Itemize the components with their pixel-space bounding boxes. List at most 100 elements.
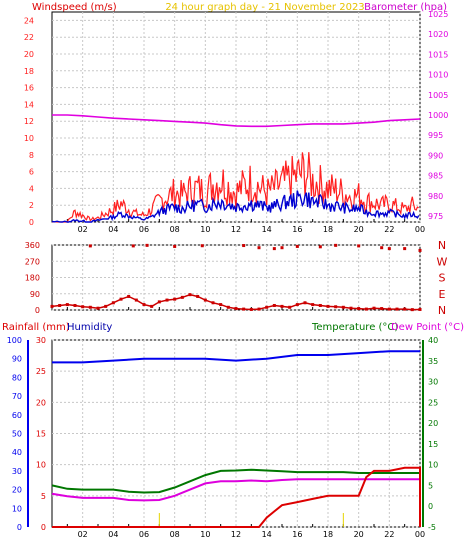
direction-point	[200, 244, 204, 248]
temperature-tick-label: 20	[428, 419, 438, 428]
rainfall-tick-label: 0	[41, 523, 46, 532]
barometer-tick-label: 980	[428, 192, 443, 201]
windspeed-tick-label: 24	[24, 16, 34, 25]
temperature-tick-label: 35	[428, 357, 438, 366]
humidity-axis-title: Humidity	[67, 322, 112, 333]
temperature-tick-label: 25	[428, 398, 438, 407]
barometer-tick-label: 1010	[428, 71, 448, 80]
climate-panel-x-tick-label: 00	[415, 530, 425, 539]
wind-panel-x-tick-label: 18	[323, 225, 333, 234]
direction-point	[280, 246, 284, 250]
direction-point	[295, 244, 299, 248]
temperature-tick-label: 15	[428, 440, 438, 449]
windspeed-tick-label: 2	[29, 201, 34, 210]
wind-gust-series	[51, 152, 419, 223]
wind-panel-x-tick-label: 06	[139, 225, 149, 234]
direction-point	[357, 244, 361, 248]
direction-trace	[51, 293, 421, 311]
direction-point	[387, 247, 391, 251]
direction-point	[242, 244, 246, 248]
wind-panel-x-tick-label: 08	[170, 225, 180, 234]
windspeed-tick-label: 4	[29, 184, 34, 193]
temperature-tick-label: 40	[428, 336, 438, 345]
direction-point	[334, 243, 338, 247]
compass-label: N	[438, 304, 446, 317]
humidity-tick-label: 40	[12, 448, 22, 457]
climate-panel-x-tick-label: 20	[354, 530, 364, 539]
barometer-tick-label: 1015	[428, 50, 448, 59]
climate-panel-x-tick-label: 22	[384, 530, 394, 539]
direction-point	[131, 244, 135, 248]
barometer-tick-label: 995	[428, 131, 443, 140]
temperature-series	[51, 468, 420, 494]
windspeed-tick-label: 12	[24, 117, 34, 126]
rainfall-tick-label: 30	[36, 336, 46, 345]
humidity-tick-label: 80	[12, 373, 22, 382]
rainfall-tick-label: 15	[36, 430, 46, 439]
direction-tick-label: 360	[25, 241, 40, 250]
windspeed-tick-label: 22	[24, 33, 34, 42]
barometer-series	[52, 114, 421, 128]
rainfall-tick-label: 25	[36, 367, 46, 376]
direction-point	[380, 246, 384, 250]
direction-point	[403, 247, 407, 251]
humidity-tick-label: 100	[7, 336, 22, 345]
barometer-tick-label: 1000	[428, 111, 448, 120]
windspeed-tick-label: 16	[24, 84, 34, 93]
compass-label: S	[439, 272, 446, 285]
humidity-tick-label: 0	[17, 523, 22, 532]
wind-panel-x-tick-label: 16	[292, 225, 302, 234]
climate-panel-x-tick-label: 06	[139, 530, 149, 539]
wind-panel-x-tick-label: 04	[108, 225, 118, 234]
wind-panel-x-tick-label: 00	[415, 225, 425, 234]
climate-panel-x-tick-label: 14	[262, 530, 272, 539]
direction-tick-label: 0	[35, 306, 40, 315]
rainfall-axis-title: Rainfall (mm)	[2, 322, 70, 333]
climate-panel-x-tick-label: 10	[200, 530, 210, 539]
direction-tick-label: 270	[25, 257, 40, 266]
compass-label: N	[438, 239, 446, 252]
humidity-tick-label: 20	[12, 486, 22, 495]
wind-panel-x-tick-label: 14	[262, 225, 272, 234]
wind-panel-x-tick-label: 10	[200, 225, 210, 234]
wind-panel-x-tick-label: 02	[78, 225, 88, 234]
dewpoint-series	[51, 478, 420, 502]
windspeed-tick-label: 8	[29, 151, 34, 160]
barometer-tick-label: 1005	[428, 91, 448, 100]
wind-panel-x-tick-label: 20	[354, 225, 364, 234]
direction-point	[418, 248, 422, 252]
direction-point	[88, 244, 92, 248]
barometer-tick-label: 975	[428, 212, 443, 221]
rainfall-series	[52, 466, 421, 528]
climate-panel-x-tick-label: 02	[78, 530, 88, 539]
humidity-tick-label: 90	[12, 355, 22, 364]
compass-label: W	[437, 255, 448, 268]
humidity-tick-label: 50	[12, 430, 22, 439]
wind-panel-x-tick-label: 12	[231, 225, 241, 234]
temperature-axis-title: Temperature (°C)	[311, 322, 398, 333]
windspeed-tick-label: 20	[24, 50, 34, 59]
direction-point	[145, 243, 149, 247]
direction-point	[418, 307, 422, 311]
humidity-tick-label: 30	[12, 467, 22, 476]
barometer-tick-label: 985	[428, 172, 443, 181]
rainfall-tick-label: 10	[36, 461, 46, 470]
climate-panel-x-tick-label: 12	[231, 530, 241, 539]
rainfall-tick-label: 5	[41, 492, 46, 501]
humidity-series	[52, 350, 420, 364]
barometer-axis-title: Barometer (hpa)	[364, 2, 447, 13]
barometer-tick-label: 990	[428, 151, 443, 160]
direction-point	[257, 246, 261, 250]
temperature-tick-label: 0	[428, 502, 433, 511]
windspeed-tick-label: 0	[29, 218, 34, 227]
graph-title: 24 hour graph day - 21 November 2023	[165, 2, 364, 13]
temperature-tick-label: 30	[428, 378, 438, 387]
humidity-tick-label: 70	[12, 392, 22, 401]
temperature-tick-label: -5	[428, 523, 436, 532]
temperature-tick-label: 10	[428, 461, 438, 470]
climate-panel-x-tick-label: 18	[323, 530, 333, 539]
compass-label: E	[439, 288, 446, 301]
temperature-tick-label: 5	[428, 481, 433, 490]
climate-panel-x-tick-label: 04	[108, 530, 118, 539]
